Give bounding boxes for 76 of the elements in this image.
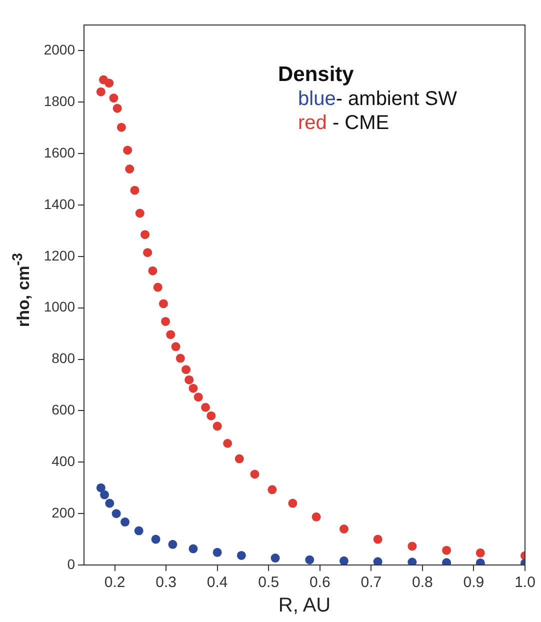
point [96,87,106,96]
point [212,422,222,431]
point [268,485,277,494]
y-tick-label: 1600 [44,144,76,160]
point [270,554,280,563]
y-tick-label: 800 [52,350,76,366]
point [312,512,321,522]
x-tick-label: 0.6 [309,574,330,592]
point [223,438,232,448]
y-tick-label: 400 [52,453,76,469]
point [305,555,314,564]
point [373,534,382,544]
point [125,164,134,174]
x-tick-label: 0.9 [463,574,484,592]
point [184,375,194,384]
x-tick-label: 1.0 [514,574,536,592]
point [148,266,158,276]
point [188,384,198,393]
point [182,365,191,374]
text: red - CME [298,112,390,134]
point [143,248,152,258]
point [112,509,121,518]
point [112,104,122,113]
point [168,540,178,549]
point [288,498,298,508]
legend-title: Density [278,62,355,88]
x-tick-label: 0.3 [156,574,176,592]
text: blue- ambient SW [298,88,457,110]
point [123,146,132,155]
y-tick-label: 0 [67,556,76,572]
x-tick-label: 0.7 [360,574,382,592]
point [135,208,144,218]
x-tick-label: 0.2 [104,574,126,592]
point [442,546,452,555]
point [176,354,185,363]
point [120,518,130,527]
point [134,526,144,536]
y-tick-label: 600 [52,402,76,418]
point [408,542,417,551]
point [109,94,118,103]
point [116,122,126,132]
x-tick-label: 0.8 [412,574,433,592]
point [130,186,140,195]
point [96,483,106,492]
y-tick-label: 1400 [44,196,76,212]
point [201,402,210,412]
x-tick-label: 0.4 [206,574,228,592]
point [161,316,170,326]
point [105,498,114,508]
point [140,230,150,240]
x-tick-label: 0.5 [258,574,280,592]
point [151,534,160,544]
x-axis-title: R, AU [278,594,331,617]
point [373,557,382,565]
point [236,550,246,560]
point [476,548,485,558]
point [166,330,176,340]
point [339,524,348,534]
point [100,490,110,500]
point [153,282,162,292]
point [250,470,260,479]
y-tick-label: 200 [52,504,76,520]
y-tick-label: 1200 [44,247,76,264]
y-tick-label: 1000 [44,298,76,315]
point [171,342,180,352]
point [206,411,216,420]
point [339,556,348,565]
point [212,548,222,557]
point [194,392,203,402]
point [104,78,114,88]
y-tick-label: 1800 [44,93,76,109]
y-tick-label: 2000 [44,42,76,58]
point [158,299,168,308]
point [234,454,244,464]
point [188,544,198,554]
point [408,558,417,565]
